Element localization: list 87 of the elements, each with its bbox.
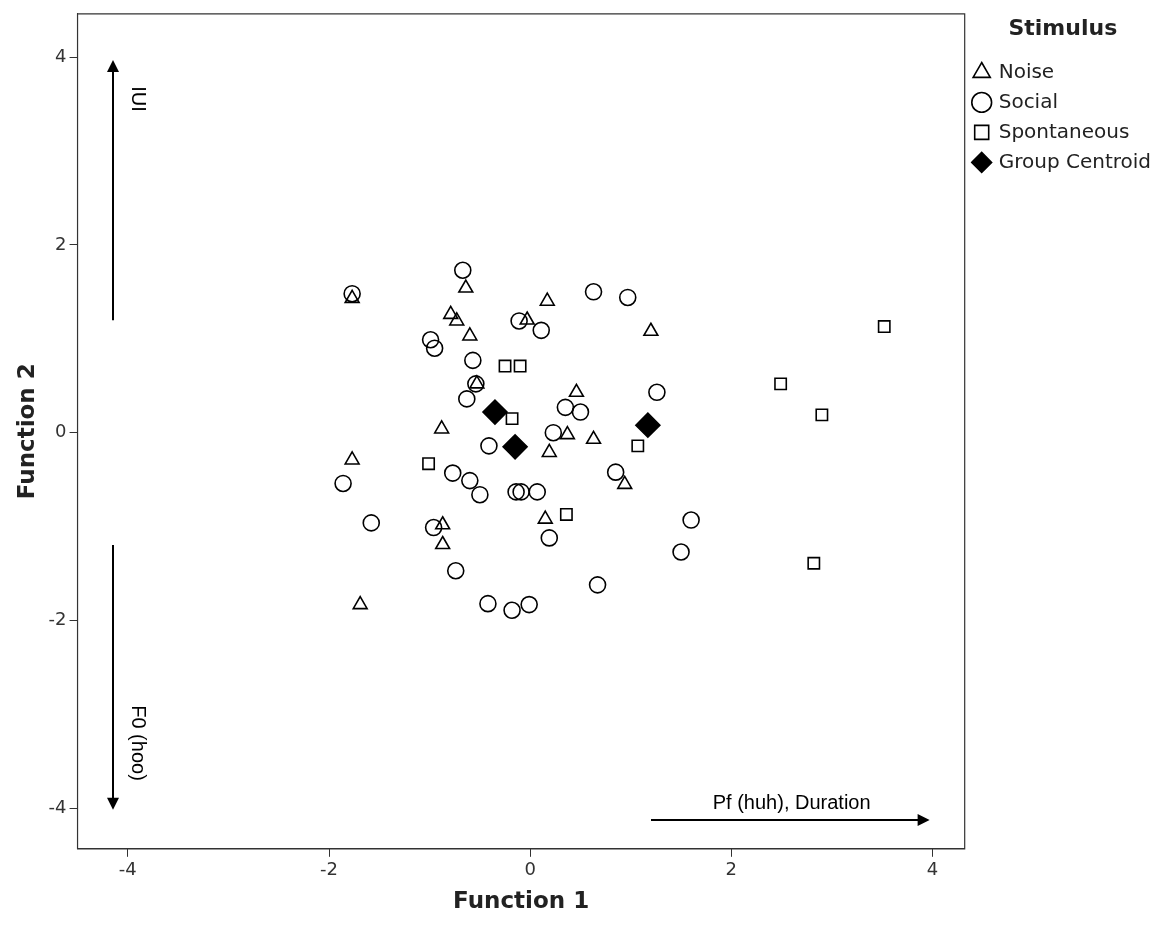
legend-label: Spontaneous — [998, 118, 1130, 143]
y-axis-title: Function 2 — [12, 363, 39, 500]
point — [422, 457, 436, 471]
point — [528, 483, 547, 501]
point — [505, 412, 519, 426]
point — [467, 375, 485, 393]
point — [443, 464, 462, 482]
point — [352, 595, 368, 610]
x-tick-label: -4 — [118, 858, 137, 880]
point — [807, 556, 821, 570]
legend-label: Social — [998, 88, 1058, 113]
point — [540, 529, 559, 547]
point — [588, 576, 607, 594]
point — [442, 305, 459, 320]
point — [503, 601, 521, 620]
point — [616, 475, 633, 490]
point — [507, 483, 525, 501]
point — [434, 515, 451, 530]
point — [334, 474, 352, 493]
annotation: Pf (huh), Duration — [712, 790, 871, 814]
legend-label: Group Centroid — [998, 148, 1152, 173]
point — [631, 439, 645, 453]
point — [469, 375, 485, 389]
x-tick-label: 2 — [725, 858, 738, 880]
point — [458, 390, 476, 408]
point — [618, 288, 637, 307]
point — [513, 359, 527, 373]
point — [453, 261, 472, 280]
point — [815, 408, 829, 422]
point — [464, 351, 482, 370]
legend-label: Noise — [998, 58, 1055, 83]
annotation: F0 (hoo) — [126, 704, 150, 781]
point — [343, 284, 361, 303]
point — [434, 535, 451, 550]
point — [568, 383, 585, 398]
point — [541, 443, 558, 458]
point — [539, 292, 555, 307]
annotation: IUI — [126, 86, 150, 113]
y-tick-label: -4 — [48, 796, 67, 818]
y-tick-label: 4 — [55, 44, 67, 66]
point — [462, 327, 478, 341]
point — [433, 420, 450, 434]
point — [362, 514, 381, 532]
point — [424, 518, 443, 537]
point — [498, 359, 512, 373]
point — [480, 437, 498, 455]
point — [571, 403, 590, 421]
point — [682, 511, 700, 529]
point — [482, 399, 508, 425]
point — [425, 339, 444, 357]
point — [502, 434, 528, 460]
point — [449, 312, 465, 326]
y-tick-label: -2 — [48, 608, 67, 630]
x-tick-label: 0 — [524, 858, 536, 880]
point — [344, 289, 360, 304]
point — [559, 507, 573, 521]
point — [479, 594, 497, 613]
point — [421, 330, 440, 349]
point — [877, 320, 891, 334]
point — [559, 425, 576, 440]
y-tick-label: 0 — [55, 420, 67, 442]
point — [512, 483, 530, 501]
point — [643, 322, 659, 337]
point — [606, 463, 625, 481]
point — [461, 471, 479, 490]
point — [520, 595, 538, 614]
point — [519, 311, 535, 325]
point — [510, 312, 528, 330]
point — [537, 510, 553, 524]
legend-title: Stimulus — [1008, 14, 1118, 40]
x-axis-title: Function 1 — [453, 887, 590, 914]
point — [344, 451, 360, 465]
y-tick-label: 2 — [55, 232, 67, 254]
point — [544, 423, 563, 442]
point — [584, 283, 603, 301]
point — [532, 321, 551, 340]
point — [648, 383, 666, 402]
point — [672, 543, 690, 561]
x-tick-label: 4 — [926, 858, 939, 880]
point — [446, 561, 465, 580]
point — [471, 485, 489, 504]
point — [774, 377, 788, 391]
point — [585, 430, 602, 445]
point — [635, 412, 661, 438]
x-tick-label: -2 — [320, 858, 338, 880]
point — [458, 279, 474, 293]
point — [556, 398, 575, 417]
